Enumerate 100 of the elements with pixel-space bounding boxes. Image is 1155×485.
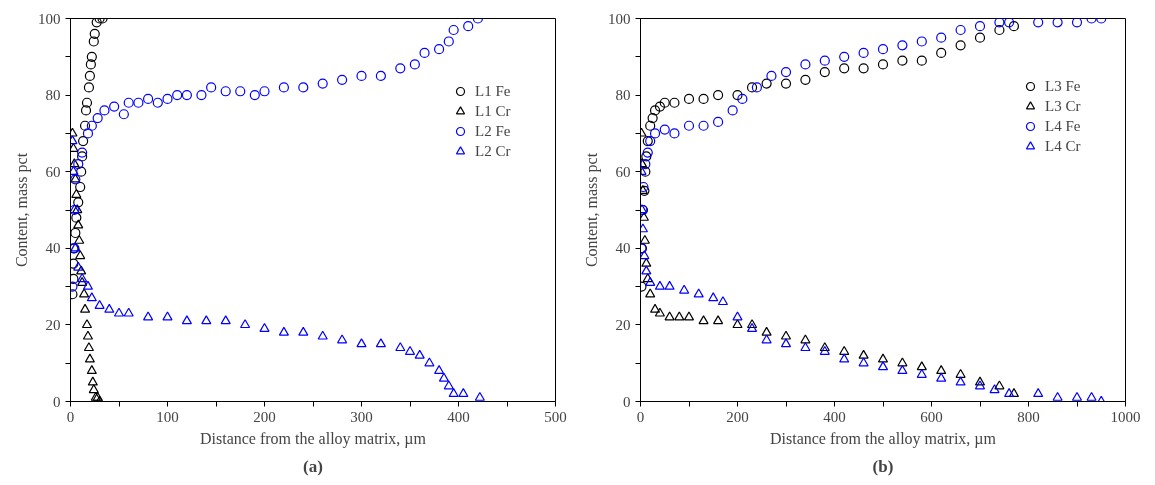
point <box>86 365 97 375</box>
y-tick-label: 0 <box>53 393 61 410</box>
point <box>82 330 94 340</box>
point <box>71 188 82 198</box>
point <box>693 288 704 298</box>
point <box>1071 391 1083 401</box>
y-axis-title: Content, mass pct <box>13 152 31 268</box>
point <box>640 250 650 260</box>
point <box>641 151 652 162</box>
point <box>732 90 743 101</box>
point <box>780 330 792 340</box>
y-tick-label: 20 <box>615 316 631 333</box>
point <box>654 280 665 290</box>
point <box>83 342 95 352</box>
point <box>84 70 95 82</box>
y-tick-label: 60 <box>615 163 631 180</box>
point <box>298 82 309 93</box>
point <box>70 165 79 175</box>
point <box>858 349 869 359</box>
point <box>800 59 811 70</box>
point <box>81 319 93 329</box>
y-tick-label: 100 <box>38 10 61 27</box>
point <box>974 21 986 32</box>
point <box>955 40 966 51</box>
point <box>458 388 469 398</box>
point <box>858 47 869 59</box>
point <box>839 345 850 355</box>
point <box>70 273 79 285</box>
point <box>955 376 966 386</box>
point <box>78 135 89 147</box>
point <box>73 197 84 208</box>
x-tick-label: 0 <box>636 408 645 425</box>
point <box>955 24 966 36</box>
point <box>974 32 986 43</box>
point <box>916 55 927 66</box>
point <box>800 74 811 85</box>
point <box>79 120 91 131</box>
point <box>955 368 966 378</box>
point <box>259 322 270 332</box>
point <box>780 78 792 89</box>
point <box>683 93 695 105</box>
point <box>133 97 144 108</box>
point <box>897 40 908 51</box>
point <box>86 51 97 62</box>
point <box>356 338 367 348</box>
point <box>75 250 86 260</box>
point <box>123 307 134 317</box>
point <box>298 326 309 336</box>
point <box>640 234 650 244</box>
point <box>78 288 90 298</box>
point <box>640 181 649 193</box>
point <box>994 24 1005 36</box>
point <box>77 151 88 162</box>
text: (a) <box>303 456 323 476</box>
point <box>88 36 99 47</box>
point <box>448 388 459 398</box>
point <box>698 93 709 105</box>
point <box>800 334 811 344</box>
point <box>994 380 1005 390</box>
point <box>780 338 792 348</box>
point <box>162 93 173 105</box>
point <box>732 311 743 321</box>
y-axis-title: Content, mass pct <box>583 152 601 268</box>
point <box>713 90 724 101</box>
legend-label: L1 Cr <box>475 101 511 121</box>
point <box>1086 391 1097 401</box>
point <box>713 116 724 127</box>
point <box>73 158 84 170</box>
x-tick-label: 0 <box>66 408 75 425</box>
point <box>669 128 680 139</box>
point <box>143 93 154 105</box>
point <box>77 147 88 158</box>
legend-label: L2 Fe <box>475 121 511 141</box>
point <box>664 280 675 290</box>
point <box>1071 18 1083 28</box>
point <box>395 342 406 352</box>
x-tick-label: 600 <box>920 408 943 425</box>
point <box>85 59 96 70</box>
point <box>936 372 947 382</box>
point <box>278 326 289 336</box>
x-tick-label: 300 <box>350 408 373 425</box>
point <box>642 147 653 158</box>
point <box>88 384 99 394</box>
point <box>81 97 93 108</box>
point <box>1052 391 1063 401</box>
point <box>118 109 129 120</box>
point <box>877 59 889 70</box>
point <box>104 303 115 313</box>
y-tick-label: 80 <box>615 87 631 104</box>
point <box>86 292 97 302</box>
point <box>649 128 661 139</box>
point <box>83 82 95 93</box>
point <box>640 223 649 233</box>
point <box>317 78 328 89</box>
point <box>916 361 927 371</box>
x-tick-label: 100 <box>156 408 179 425</box>
point <box>70 258 79 269</box>
point <box>916 36 927 47</box>
point <box>438 372 450 382</box>
point <box>92 112 103 124</box>
